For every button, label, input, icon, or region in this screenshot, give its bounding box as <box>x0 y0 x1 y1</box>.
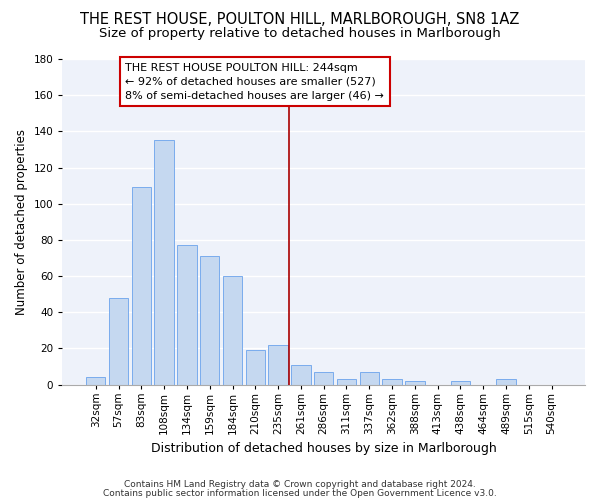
Text: Contains HM Land Registry data © Crown copyright and database right 2024.: Contains HM Land Registry data © Crown c… <box>124 480 476 489</box>
Bar <box>200 256 220 384</box>
Bar <box>359 372 379 384</box>
Bar <box>337 379 356 384</box>
Y-axis label: Number of detached properties: Number of detached properties <box>15 129 28 315</box>
Text: Contains public sector information licensed under the Open Government Licence v3: Contains public sector information licen… <box>103 488 497 498</box>
Text: Size of property relative to detached houses in Marlborough: Size of property relative to detached ho… <box>99 28 501 40</box>
Bar <box>223 276 242 384</box>
Bar <box>131 188 151 384</box>
Bar <box>291 364 311 384</box>
Bar <box>496 379 515 384</box>
Text: THE REST HOUSE POULTON HILL: 244sqm
← 92% of detached houses are smaller (527)
8: THE REST HOUSE POULTON HILL: 244sqm ← 92… <box>125 62 384 100</box>
Bar <box>154 140 174 384</box>
Bar <box>405 381 425 384</box>
X-axis label: Distribution of detached houses by size in Marlborough: Distribution of detached houses by size … <box>151 442 497 455</box>
Bar <box>314 372 334 384</box>
Bar <box>177 246 197 384</box>
Bar <box>268 345 288 385</box>
Bar <box>245 350 265 384</box>
Bar <box>382 379 402 384</box>
Text: THE REST HOUSE, POULTON HILL, MARLBOROUGH, SN8 1AZ: THE REST HOUSE, POULTON HILL, MARLBOROUG… <box>80 12 520 28</box>
Bar <box>109 298 128 384</box>
Bar <box>86 378 106 384</box>
Bar <box>451 381 470 384</box>
